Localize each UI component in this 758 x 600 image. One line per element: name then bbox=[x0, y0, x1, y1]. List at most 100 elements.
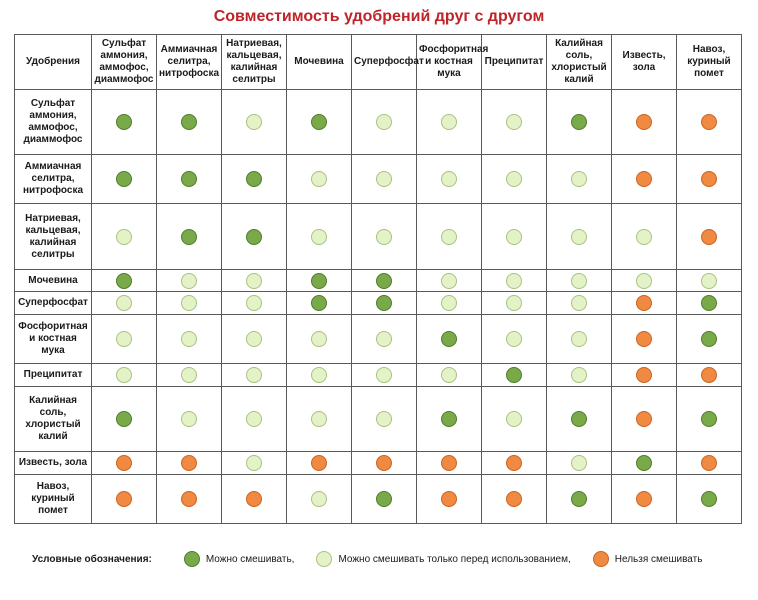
row-header: Мочевина bbox=[14, 268, 92, 293]
compatibility-cell bbox=[351, 385, 417, 453]
before-use-dot-icon bbox=[181, 331, 197, 348]
compatibility-cell bbox=[351, 291, 417, 315]
compatibility-table: Удобрения Сульфат аммония, аммофос, диам… bbox=[14, 34, 742, 525]
compatible-dot-icon bbox=[571, 410, 587, 427]
compatibility-cell bbox=[156, 363, 222, 387]
compatibility-cell bbox=[286, 268, 352, 293]
incompatible-dot-icon bbox=[701, 228, 717, 245]
compatibility-cell bbox=[351, 268, 417, 293]
before-use-dot-icon bbox=[701, 272, 717, 289]
compatibility-cell bbox=[416, 154, 482, 205]
before-use-dot-icon bbox=[246, 367, 262, 383]
compatibility-cell bbox=[611, 291, 677, 315]
compatible-dot-icon bbox=[116, 114, 132, 131]
column-header: Известь, зола bbox=[611, 34, 677, 90]
incompatible-dot-icon bbox=[441, 454, 457, 471]
compatibility-cell bbox=[676, 363, 742, 387]
compatibility-cell bbox=[351, 88, 417, 156]
table-row: Калийная соль, хлористый калий bbox=[14, 385, 742, 453]
compatibility-cell bbox=[156, 451, 222, 475]
table-row: Преципитат bbox=[14, 363, 742, 387]
table-row: Навоз, куриный помет bbox=[14, 473, 742, 525]
compatible-dot-icon bbox=[183, 551, 200, 567]
column-header: Суперфосфат bbox=[351, 34, 424, 90]
compatible-dot-icon bbox=[701, 490, 717, 507]
incompatible-dot-icon bbox=[246, 490, 262, 507]
compatible-dot-icon bbox=[506, 367, 522, 383]
compatibility-cell bbox=[416, 363, 482, 387]
compatibility-cell bbox=[286, 385, 352, 453]
compatibility-cell bbox=[676, 385, 742, 453]
before-use-dot-icon bbox=[116, 228, 132, 245]
before-use-dot-icon bbox=[441, 228, 457, 245]
compatibility-cell bbox=[156, 203, 222, 270]
column-header: Навоз, куриный помет bbox=[676, 34, 742, 90]
compatibility-cell bbox=[416, 88, 482, 156]
compatibility-cell bbox=[221, 291, 287, 315]
compatible-dot-icon bbox=[701, 331, 717, 348]
before-use-dot-icon bbox=[311, 228, 327, 245]
before-use-dot-icon bbox=[316, 551, 333, 567]
incompatible-dot-icon bbox=[376, 454, 392, 471]
before-use-dot-icon bbox=[506, 295, 522, 312]
compatibility-cell bbox=[286, 451, 352, 475]
table-row: Суперфосфат bbox=[14, 291, 742, 315]
row-header: Известь, зола bbox=[14, 451, 92, 475]
corner-header: Удобрения bbox=[14, 34, 92, 90]
legend-title: Условные обозначения: bbox=[32, 553, 152, 565]
before-use-dot-icon bbox=[181, 410, 197, 427]
compatibility-cell bbox=[221, 154, 287, 205]
compatibility-cell bbox=[91, 268, 157, 293]
compatibility-cell bbox=[91, 473, 157, 525]
incompatible-dot-icon bbox=[636, 295, 652, 312]
compatibility-cell bbox=[416, 291, 482, 315]
incompatible-dot-icon bbox=[592, 551, 609, 567]
compatibility-cell bbox=[221, 385, 287, 453]
table-body: Сульфат аммония, аммофос, диаммофос Аммиа… bbox=[14, 88, 742, 525]
table-row: Известь, зола bbox=[14, 451, 742, 475]
compatibility-cell bbox=[91, 313, 157, 365]
compatibility-cell bbox=[156, 291, 222, 315]
before-use-dot-icon bbox=[636, 272, 652, 289]
before-use-dot-icon bbox=[571, 171, 587, 188]
compatibility-cell bbox=[481, 363, 547, 387]
compatibility-cell bbox=[546, 268, 612, 293]
compatibility-cell bbox=[611, 385, 677, 453]
compatible-dot-icon bbox=[376, 272, 392, 289]
legend-label: Нельзя смешивать bbox=[614, 553, 703, 565]
before-use-dot-icon bbox=[571, 272, 587, 289]
compatibility-cell bbox=[351, 203, 417, 270]
incompatible-dot-icon bbox=[181, 490, 197, 507]
before-use-dot-icon bbox=[311, 171, 327, 188]
compatibility-cell bbox=[481, 88, 547, 156]
compatible-dot-icon bbox=[181, 171, 197, 188]
compatible-dot-icon bbox=[376, 490, 392, 507]
incompatible-dot-icon bbox=[506, 454, 522, 471]
before-use-dot-icon bbox=[376, 171, 392, 188]
compatibility-cell bbox=[156, 385, 222, 453]
compatibility-cell bbox=[221, 268, 287, 293]
compatible-dot-icon bbox=[181, 114, 197, 131]
column-header: Натриевая, кальцевая, калийная селитры bbox=[221, 34, 287, 90]
table-row: Сульфат аммония, аммофос, диаммофос bbox=[14, 88, 742, 156]
incompatible-dot-icon bbox=[636, 171, 652, 188]
compatibility-cell bbox=[221, 203, 287, 270]
compatible-dot-icon bbox=[246, 228, 262, 245]
compatibility-cell bbox=[546, 363, 612, 387]
before-use-dot-icon bbox=[246, 410, 262, 427]
table-row: Мочевина bbox=[14, 268, 742, 293]
before-use-dot-icon bbox=[636, 228, 652, 245]
compatibility-cell bbox=[481, 451, 547, 475]
compatibility-cell bbox=[286, 473, 352, 525]
compatibility-cell bbox=[676, 88, 742, 156]
table-row: Аммиачная селитра, нитрофоска bbox=[14, 154, 742, 205]
compatibility-cell bbox=[416, 203, 482, 270]
before-use-dot-icon bbox=[571, 228, 587, 245]
compatible-dot-icon bbox=[636, 454, 652, 471]
incompatible-dot-icon bbox=[701, 454, 717, 471]
compatibility-cell bbox=[676, 154, 742, 205]
compatibility-cell bbox=[611, 451, 677, 475]
compatibility-cell bbox=[351, 363, 417, 387]
before-use-dot-icon bbox=[181, 367, 197, 383]
compatibility-cell bbox=[156, 154, 222, 205]
